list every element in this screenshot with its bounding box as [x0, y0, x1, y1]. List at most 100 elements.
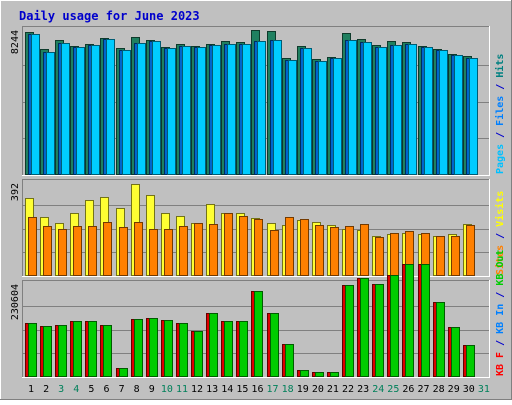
bar-sites: [390, 233, 399, 276]
legend-item: Files: [494, 96, 506, 126]
bar-pages: [363, 42, 372, 175]
bar-sites: [375, 237, 384, 276]
panel-hits-files-pages: 8244 Pages / Files / Hits: [10, 26, 506, 176]
x-tick-label: 24: [372, 384, 384, 395]
bar-pages: [288, 60, 297, 175]
bar-sites: [134, 222, 143, 276]
bar-sites: [315, 225, 324, 276]
bar-pages: [242, 44, 251, 175]
x-tick-label: 31: [478, 384, 490, 395]
x-tick-label: 4: [73, 384, 79, 395]
bar-pages: [303, 48, 312, 175]
bar-kb-out: [194, 331, 203, 377]
bar-kb-out: [28, 323, 37, 377]
bar-kb-out: [58, 325, 67, 377]
bar-kb-out: [119, 368, 128, 377]
x-tick-label: 17: [267, 384, 279, 395]
x-tick-label: 23: [357, 384, 369, 395]
bar-pages: [76, 47, 85, 175]
bar-sites: [194, 223, 203, 276]
bar-kb-out: [451, 327, 460, 377]
bar-pages: [152, 41, 161, 175]
x-tick-label: 15: [236, 384, 248, 395]
bar-pages: [348, 40, 357, 175]
x-tick-label: 22: [342, 384, 354, 395]
legend-item: Hits: [494, 54, 506, 78]
bar-sites: [224, 213, 233, 276]
legend-item: KB F: [495, 352, 506, 376]
panel-kbin-kbout-kbf: 230604 KB F / KB In / KB Out: [10, 250, 506, 378]
bar-kb-out: [375, 284, 384, 377]
bar-pages: [257, 41, 266, 175]
x-tick-label: 10: [161, 384, 173, 395]
bar-kb-out: [315, 372, 324, 377]
x-tick-label: 20: [312, 384, 324, 395]
bar-kb-out: [466, 345, 475, 377]
x-axis-labels: 1 2 3 4 5 6 7 8 9 10 11 12 13 14 15 16 17 18 19 20 21 22 23 24 2…: [28, 384, 490, 395]
x-tick-label: 2: [43, 384, 49, 395]
bar-sites: [254, 219, 263, 276]
bar-kb-out: [421, 264, 430, 377]
legend-item: Visits: [494, 191, 506, 227]
bar-kb-out: [43, 326, 52, 377]
bar-pages: [454, 55, 463, 175]
bar-kb-out: [270, 313, 279, 377]
bar-kb-out: [179, 323, 188, 377]
y-axis-max-label: 230604: [10, 284, 21, 320]
legend-item: Pages: [495, 144, 506, 174]
bar-sites: [330, 227, 339, 276]
x-tick-label: 1: [28, 384, 34, 395]
panel-legend: Pages / Files / Hits: [494, 54, 506, 174]
bar-sites: [345, 226, 354, 276]
bar-pages: [122, 50, 131, 175]
bar-pages: [182, 46, 191, 175]
x-tick-label: 19: [297, 384, 309, 395]
x-tick-label: 26: [402, 384, 414, 395]
bar-kb-out: [436, 302, 445, 377]
bar-pages: [91, 45, 100, 175]
bar-sites: [466, 225, 475, 276]
bar-kb-out: [73, 321, 82, 377]
x-tick-label: 7: [119, 384, 125, 395]
bar-kb-out: [164, 320, 173, 377]
legend-separator: /: [495, 286, 506, 304]
bar-kb-out: [103, 325, 112, 377]
bar-kb-out: [330, 372, 339, 377]
legend-separator: /: [495, 126, 506, 144]
bar-sites: [451, 236, 460, 276]
bar-pages: [378, 47, 387, 175]
bar-pages: [167, 48, 176, 175]
legend-item: KB Out: [495, 250, 506, 286]
chart-panels: 8244 Pages / Files / Hits 392 Sites / Visit…: [10, 26, 506, 378]
bar-pages: [469, 58, 478, 175]
legend-item: Sites: [494, 245, 506, 275]
x-tick-label: 29: [448, 384, 460, 395]
bar-pages: [439, 50, 448, 175]
bar-sites: [58, 229, 67, 276]
legend-separator: /: [495, 334, 506, 352]
bar-pages: [106, 39, 115, 175]
bar-pages: [424, 47, 433, 175]
bar-sites: [149, 229, 158, 276]
bar-pages: [197, 47, 206, 175]
bar-sites: [88, 226, 97, 276]
bar-sites: [103, 222, 112, 276]
bar-pages: [46, 52, 55, 175]
bar-kb-out: [254, 291, 263, 377]
bar-kb-out: [285, 344, 294, 377]
bar-pages: [61, 43, 70, 175]
bar-pages: [273, 40, 282, 175]
bar-pages: [333, 58, 342, 175]
bar-sites: [239, 216, 248, 276]
legend-separator: /: [495, 227, 506, 245]
x-tick-label: 30: [463, 384, 475, 395]
bar-pages: [318, 61, 327, 175]
bar-kb-out: [88, 321, 97, 377]
chart-title: Daily usage for June 2023: [19, 9, 200, 23]
y-axis-max-label: 8244: [10, 30, 21, 54]
bar-sites: [285, 217, 294, 276]
x-tick-label: 13: [206, 384, 218, 395]
bar-pages: [408, 44, 417, 175]
bar-pages: [227, 44, 236, 175]
